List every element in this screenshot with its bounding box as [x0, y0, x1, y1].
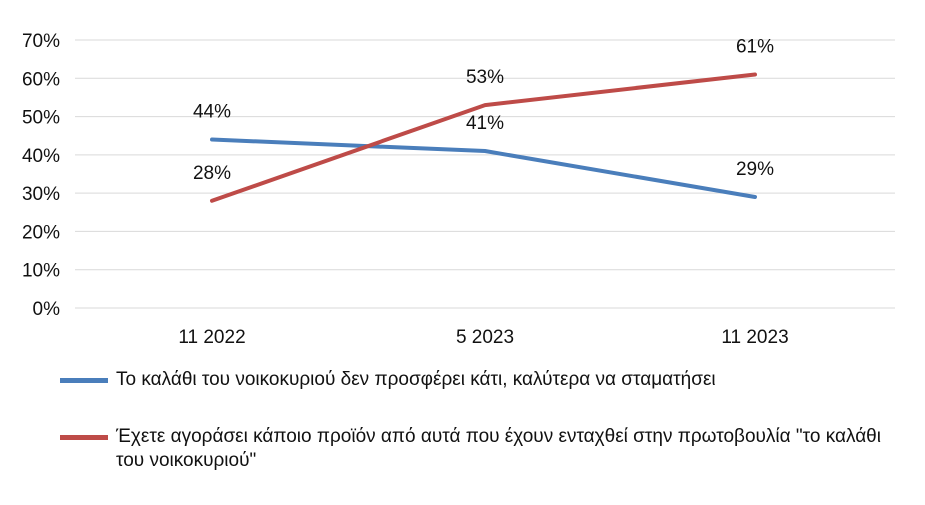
y-tick-label: 10% [22, 261, 60, 282]
legend-swatch-red [60, 435, 108, 440]
y-axis: 0% 10% 20% 30% 40% 50% 60% 70% [22, 31, 60, 320]
y-tick-label: 70% [22, 31, 60, 52]
legend-label: Έχετε αγοράσει κάποιο προϊόν από αυτά πο… [116, 426, 881, 471]
y-tick-label: 20% [22, 222, 60, 243]
legend: Το καλάθι του νοικοκυριού δεν προσφέρει … [60, 368, 910, 473]
data-label: 53% [466, 67, 504, 88]
data-label: 44% [193, 102, 231, 123]
gridlines [75, 39, 895, 309]
data-label: 61% [736, 36, 774, 57]
x-axis: 11 2022 5 2023 11 2023 [178, 327, 788, 348]
y-tick-label: 40% [22, 146, 60, 167]
series-lines [210, 72, 757, 203]
legend-item-bought-product: Έχετε αγοράσει κάποιο προϊόν από αυτά πο… [60, 425, 910, 473]
y-tick-label: 60% [22, 69, 60, 90]
legend-swatch-blue [60, 378, 108, 383]
data-label: 29% [736, 159, 774, 180]
data-label: 41% [466, 113, 504, 134]
x-tick-label: 11 2023 [721, 327, 788, 348]
x-tick-label: 5 2023 [456, 327, 514, 348]
x-tick-label: 11 2022 [178, 327, 245, 348]
series-line-blue [210, 137, 757, 199]
data-labels: 44% 41% 29% 28% 53% 61% [193, 36, 774, 183]
data-label: 28% [193, 163, 231, 184]
y-tick-label: 30% [22, 184, 60, 205]
y-tick-label: 50% [22, 108, 60, 129]
legend-label: Το καλάθι του νοικοκυριού δεν προσφέρει … [116, 369, 716, 390]
y-tick-label: 0% [33, 299, 61, 320]
line-chart: 0%10%20%30%40%50%60%70% 11 2022 5 2023 11 … [22, 31, 895, 348]
legend-item-basket-no-offer: Το καλάθι του νοικοκυριού δεν προσφέρει … [60, 368, 910, 392]
